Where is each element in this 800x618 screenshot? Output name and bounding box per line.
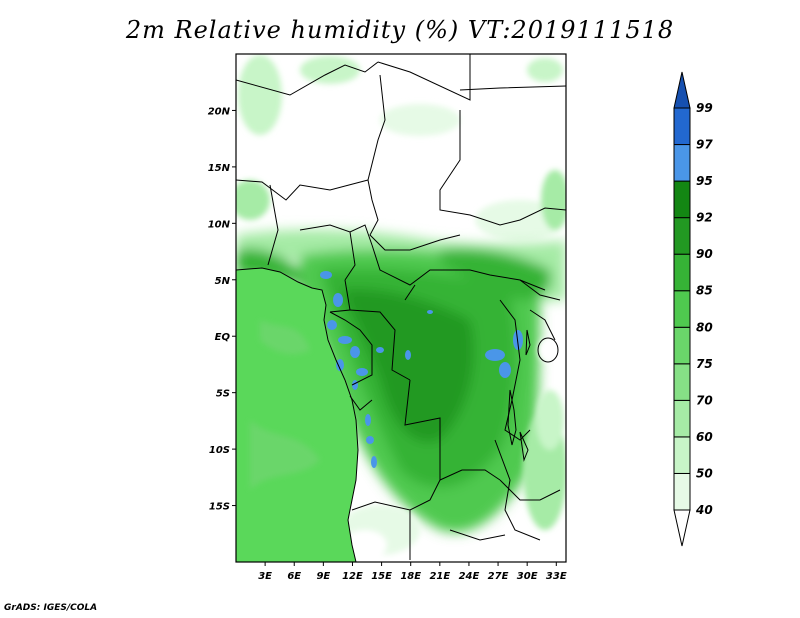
colorbar-segment	[673, 509, 691, 547]
longitude-axis: 3E 6E 9E 12E 15E 18E 21E 24E 27E 30E 33E	[258, 562, 567, 582]
coastline	[236, 267, 359, 562]
lon-tick-label: 24E	[459, 571, 480, 582]
colorbar-level-label: 97	[696, 138, 713, 152]
grads-credit: GrADS: IGES/COLA	[4, 603, 98, 613]
colorbar-level-label: 75	[696, 357, 713, 371]
colorbar-segment	[673, 144, 691, 182]
colorbar-segment	[673, 436, 691, 474]
colorbar: 40 50 60 70 75 80 85 90 92 95 97 99	[673, 71, 713, 547]
colorbar-segment	[673, 472, 691, 511]
colorbar-level-label: 95	[696, 174, 713, 188]
colorbar-segment	[673, 253, 691, 292]
lon-tick-label: 18E	[400, 571, 421, 582]
lon-tick-label: 15E	[371, 571, 392, 582]
colorbar-segment	[673, 180, 691, 219]
humid-region	[236, 229, 566, 533]
colorbar-level-label: 85	[696, 284, 713, 298]
ocean-texture	[250, 320, 320, 490]
lon-tick-label: 27E	[488, 571, 509, 582]
lat-tick-label: EQ	[215, 332, 231, 343]
colorbar-level-label: 40	[695, 503, 713, 517]
map-title: 2m Relative humidity (%) VT:2019111518	[125, 16, 675, 44]
colorbar-segment	[673, 363, 691, 401]
map-frame	[235, 53, 567, 563]
colorbar-level-label: 99	[696, 101, 713, 115]
colorbar-segment	[673, 399, 691, 438]
latitude-axis: 20N 15N 10N 5N EQ 5S 10S 15S	[208, 106, 236, 513]
lon-tick-label: 33E	[546, 571, 567, 582]
lat-tick-label: 15N	[208, 163, 231, 174]
lakes	[507, 329, 559, 462]
country-borders	[236, 54, 566, 560]
colorbar-segment	[673, 217, 691, 255]
colorbar-segment	[673, 326, 691, 365]
lat-tick-label: 5N	[215, 276, 231, 287]
north-light-patches	[236, 55, 566, 240]
colorbar-level-label: 80	[696, 320, 713, 334]
colorbar-level-label: 70	[696, 393, 713, 407]
lon-tick-label: 3E	[258, 571, 272, 582]
map-area	[236, 54, 566, 562]
lon-tick-label: 6E	[287, 571, 301, 582]
lon-tick-label: 21E	[429, 571, 450, 582]
colorbar-segment	[673, 71, 691, 109]
colorbar-segment	[673, 290, 691, 328]
colorbar-segment	[673, 107, 691, 146]
colorbar-level-label: 92	[696, 211, 713, 225]
lat-tick-label: 5S	[216, 389, 230, 400]
colorbar-level-label: 60	[696, 430, 713, 444]
lat-tick-label: 10N	[208, 219, 231, 230]
colorbar-level-label: 90	[696, 247, 713, 261]
colorbar-level-label: 50	[696, 466, 713, 480]
lon-tick-label: 12E	[342, 571, 363, 582]
lat-tick-label: 20N	[208, 106, 231, 117]
lon-tick-label: 30E	[517, 571, 538, 582]
lat-tick-label: 10S	[209, 445, 230, 456]
lat-tick-label: 15S	[209, 502, 230, 513]
lon-tick-label: 9E	[316, 571, 330, 582]
